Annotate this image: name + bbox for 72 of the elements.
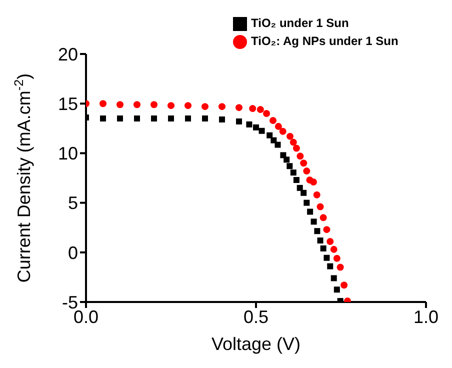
point bbox=[300, 160, 308, 167]
point bbox=[314, 228, 320, 234]
point bbox=[256, 106, 264, 114]
point bbox=[310, 218, 317, 225]
point bbox=[100, 115, 106, 122]
point bbox=[263, 110, 270, 118]
point bbox=[320, 245, 326, 252]
point bbox=[330, 246, 338, 253]
point bbox=[218, 103, 226, 110]
point bbox=[324, 254, 330, 261]
point bbox=[117, 115, 123, 122]
point bbox=[185, 115, 191, 122]
point bbox=[253, 124, 259, 130]
point bbox=[258, 128, 265, 134]
point bbox=[286, 163, 293, 170]
point bbox=[313, 191, 320, 198]
point bbox=[236, 104, 242, 112]
point bbox=[270, 116, 276, 124]
point bbox=[134, 115, 140, 122]
point bbox=[296, 184, 303, 191]
point bbox=[100, 100, 106, 108]
point bbox=[184, 102, 192, 110]
point bbox=[340, 282, 348, 289]
point bbox=[202, 115, 208, 122]
x-axis-title: Voltage (V) bbox=[211, 334, 301, 354]
point bbox=[202, 103, 208, 110]
point bbox=[151, 115, 157, 122]
point bbox=[336, 264, 344, 271]
point bbox=[304, 200, 310, 206]
y-tick-label: 10 bbox=[58, 144, 78, 164]
legend-label: TiO₂ under 1 Sun bbox=[251, 16, 349, 30]
point bbox=[266, 132, 273, 138]
point bbox=[116, 101, 124, 108]
point bbox=[150, 101, 158, 108]
point bbox=[246, 121, 252, 128]
point bbox=[334, 286, 340, 293]
point bbox=[293, 176, 300, 183]
point bbox=[286, 132, 294, 140]
point bbox=[326, 238, 334, 245]
point bbox=[317, 237, 324, 244]
point bbox=[327, 263, 334, 270]
x-tick-label: 0.5 bbox=[243, 306, 269, 327]
point bbox=[290, 138, 297, 146]
y-tick-label: 0 bbox=[68, 242, 78, 263]
y-tick-label: 20 bbox=[58, 44, 78, 64]
point bbox=[219, 116, 225, 122]
point bbox=[333, 254, 340, 262]
point bbox=[290, 170, 296, 176]
point bbox=[310, 178, 317, 186]
point bbox=[316, 203, 324, 210]
point bbox=[300, 190, 307, 196]
point bbox=[134, 101, 140, 108]
point bbox=[320, 214, 327, 222]
legend-label: TiO₂: Ag NPs under 1 Sun bbox=[251, 34, 398, 48]
point bbox=[323, 226, 330, 234]
point bbox=[236, 118, 242, 124]
point bbox=[274, 122, 282, 130]
point bbox=[330, 275, 337, 282]
point bbox=[292, 144, 300, 152]
y-tick-label: 5 bbox=[68, 193, 78, 214]
point bbox=[168, 102, 174, 110]
point bbox=[284, 156, 290, 163]
x-tick-label: 1.0 bbox=[413, 306, 439, 327]
point bbox=[274, 142, 281, 148]
point bbox=[249, 105, 256, 112]
point bbox=[303, 168, 310, 175]
y-tick-label: 15 bbox=[58, 94, 78, 114]
point bbox=[296, 152, 304, 160]
point bbox=[168, 115, 174, 122]
point bbox=[279, 128, 286, 135]
point bbox=[270, 137, 277, 144]
point bbox=[307, 208, 314, 215]
